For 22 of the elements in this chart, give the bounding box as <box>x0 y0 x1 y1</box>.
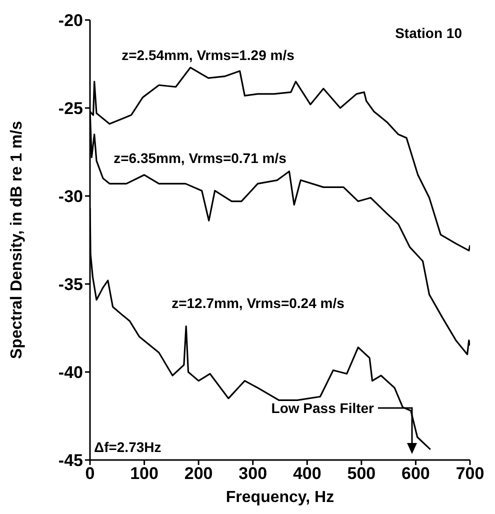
y-axis-title: Spectral Density, in dB re 1 m/s <box>8 120 26 360</box>
x-tick-label: 0 <box>85 464 95 484</box>
x-tick-label: 500 <box>347 464 376 484</box>
annotation: Station 10 <box>395 25 462 41</box>
y-tick-label: -30 <box>58 187 83 206</box>
x-axis-title: Frequency, Hz <box>226 489 334 506</box>
series-label: z=2.54mm, Vrms=1.29 m/s <box>122 47 295 63</box>
y-tick-label: -20 <box>58 11 83 30</box>
y-tick-label: -40 <box>58 363 83 382</box>
x-tick-label: 700 <box>456 464 484 484</box>
x-tick-label: 100 <box>130 464 158 484</box>
y-tick-label: -25 <box>58 99 83 118</box>
annotation: Low Pass Filter <box>271 400 375 416</box>
x-tick-label: 400 <box>292 464 322 484</box>
series-label: z=6.35mm, Vrms=0.71 m/s <box>114 150 287 166</box>
x-tick-label: 600 <box>402 464 430 484</box>
annotation: Δf=2.73Hz <box>94 439 162 455</box>
series-label: z=12.7mm, Vrms=0.24 m/s <box>172 295 345 311</box>
y-tick-label: -35 <box>58 275 83 294</box>
x-tick-label: 300 <box>238 464 268 484</box>
y-tick-label: -45 <box>58 451 83 470</box>
x-tick-label: 200 <box>184 464 213 484</box>
